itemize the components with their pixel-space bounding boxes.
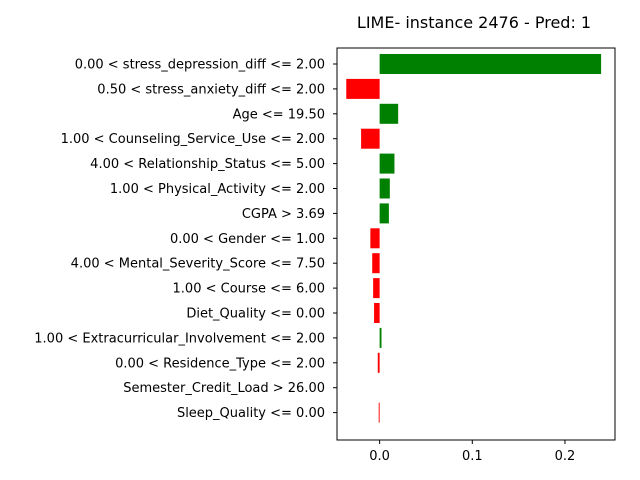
y-tick-label-7: 0.00 < Gender <= 1.00 <box>170 232 325 247</box>
bar-2 <box>379 103 399 124</box>
bar-12 <box>377 352 380 373</box>
y-tick-label-14: Sleep_Quality <= 0.00 <box>177 406 325 421</box>
y-tick-label-8: 4.00 < Mental_Severity_Score <= 7.50 <box>71 257 325 272</box>
x-tick-label-0: 0.0 <box>369 449 390 464</box>
x-ticks: 0.0 0.1 0.2 <box>369 440 575 464</box>
y-tick-label-11: 1.00 < Extracurricular_Involvement <= 2.… <box>34 331 325 346</box>
y-tick-label-0: 0.00 < stress_depression_diff <= 2.00 <box>75 58 325 73</box>
bar-1 <box>346 78 380 99</box>
y-tick-labels: 0.00 < stress_depression_diff <= 2.00 0.5… <box>34 58 337 421</box>
bar-3 <box>361 128 380 149</box>
bar-5 <box>379 178 390 199</box>
x-tick-label-2: 0.2 <box>555 449 576 464</box>
bar-4 <box>379 153 395 174</box>
y-tick-label-10: Diet_Quality <= 0.00 <box>186 307 325 322</box>
bar-8 <box>372 253 380 274</box>
bar-7 <box>370 228 380 249</box>
bar-6 <box>379 203 389 224</box>
y-tick-label-6: CGPA > 3.69 <box>242 207 325 222</box>
y-tick-label-9: 1.00 < Course <= 6.00 <box>173 282 325 297</box>
y-tick-label-12: 0.00 < Residence_Type <= 2.00 <box>115 356 325 371</box>
bar-0 <box>379 54 602 74</box>
bar-14 <box>378 402 380 423</box>
bars-group <box>346 54 602 423</box>
chart-title: LIME- instance 2476 - Pred: 1 <box>357 13 591 32</box>
y-tick-label-4: 4.00 < Relationship_Status <= 5.00 <box>90 157 325 172</box>
plot-frame <box>336 47 616 441</box>
y-tick-label-2: Age <= 19.50 <box>233 107 325 122</box>
bar-9 <box>373 278 380 299</box>
y-tick-label-1: 0.50 < stress_anxiety_diff <= 2.00 <box>97 82 325 97</box>
bar-10 <box>374 303 380 323</box>
y-tick-label-5: 1.00 < Physical_Activity <= 2.00 <box>110 182 325 197</box>
bar-11 <box>379 327 382 348</box>
y-tick-label-3: 1.00 < Counseling_Service_Use <= 2.00 <box>61 132 325 147</box>
x-tick-label-1: 0.1 <box>462 449 483 464</box>
y-tick-label-13: Semester_Credit_Load > 26.00 <box>123 381 325 396</box>
